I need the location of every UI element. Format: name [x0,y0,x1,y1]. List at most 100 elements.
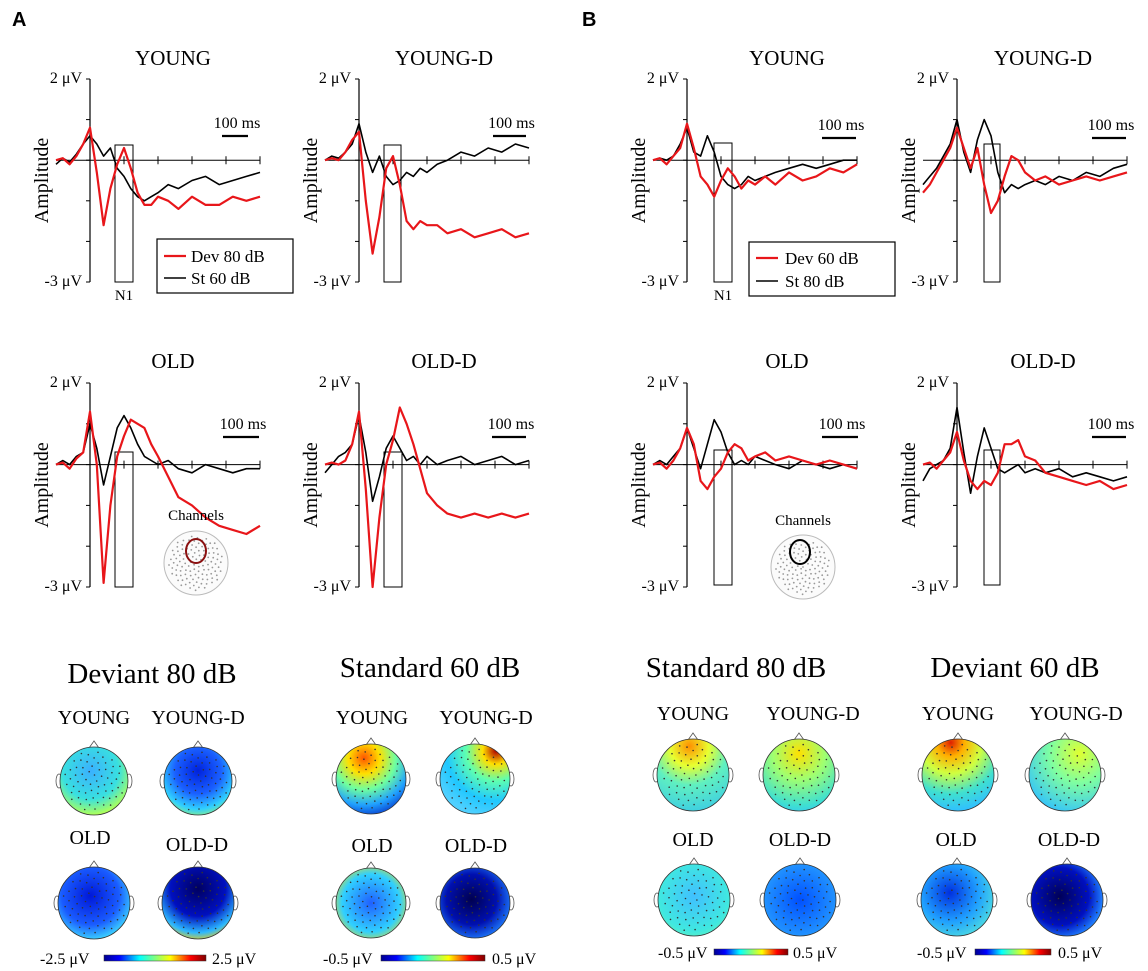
electrode-dot [370,878,372,880]
colorbar-min-label: -0.5 μV [917,945,967,962]
electrode-dot [685,878,688,881]
electrode-dot [371,807,373,809]
electrode-dot [829,900,831,903]
electrode-dot [216,879,218,882]
n1-window [713,449,733,586]
electrode-dot [792,573,794,575]
electrode-dot [1052,779,1055,781]
electrode-dot [74,887,77,890]
electrode-dot [368,762,370,765]
electrode-dot [474,878,476,880]
electrode-dot [802,743,804,746]
electrode-dot [357,749,359,752]
electrode-dot [189,921,191,924]
electrode-dot [790,793,792,796]
electrode-dot [354,912,357,915]
electrode-dot [802,899,804,901]
electrode-dot [800,556,803,558]
electrode-dot [716,897,719,899]
electrode-dot [347,797,350,799]
electrode-dot [499,785,501,787]
electrode-dot [948,772,951,775]
colorbar-max-label: 0.5 μV [492,951,537,968]
electrode-dot [458,912,461,915]
electrode-dot [458,795,460,797]
scalp-map [439,743,511,815]
electrode-dot [1084,901,1087,904]
electrode-dot [802,755,805,757]
electrode-dot [720,883,723,886]
electrode-dot [185,773,188,775]
deviant-waveform [652,122,858,198]
electrode-dot [949,793,951,796]
electrode-dot [773,771,775,774]
electrode-dot [697,912,699,914]
electrode-dot [804,546,807,549]
electrode-dot [201,545,204,548]
electrode-dot [374,924,376,926]
electrode-dot [791,566,794,569]
electrode-dot [455,772,457,774]
electrode-dot [780,557,782,560]
electrode-dot [804,580,807,583]
electrode-dot [782,899,784,902]
electrode-dot [478,908,481,910]
electrode-dot [811,909,814,912]
electrode-dot [478,790,480,793]
scalp-map [656,738,730,812]
electrode-dot [482,897,484,899]
electrode-dot [175,798,177,801]
electrode-dot [960,905,963,907]
electrode-dot [1069,899,1071,901]
electrode-dot [945,779,948,781]
electrode-dot [1062,758,1064,760]
electrode-dot [456,764,458,766]
electrode-dot [809,916,811,919]
electrode-dot [678,752,680,754]
electrode-dot [975,876,977,879]
electrode-dot [816,924,819,927]
electrode-dot [105,912,108,915]
electrode-dot [92,797,94,799]
electrode-dot [93,877,95,880]
electrode-dot [183,803,186,805]
erp-subplot-4: OLD-D 2 μV -3 μV Amplitude 100 ms [300,349,534,595]
electrode-dot [787,904,790,906]
electrode-dot [198,586,200,589]
electrode-dot [946,929,948,931]
legend-b: Dev 60 dB St 80 dB [748,241,896,297]
n1-label: N1 [115,288,133,304]
electrode-dot [85,798,88,801]
electrode-dot [791,918,793,921]
electrode-dot [199,780,202,782]
electrode-dot [790,753,793,756]
electrode-dot [696,899,698,901]
electrode-dot [810,784,813,787]
electrode-dot [723,900,725,903]
electrode-dot [110,782,113,785]
electrode-dot [696,755,699,757]
electrode-dot [710,924,713,927]
electrode-dot [446,781,448,784]
electrode-dot [980,772,983,774]
electrode-dot [977,758,980,761]
electrode-dot [816,776,819,779]
electrode-dot [191,874,193,876]
nose [469,737,481,746]
electrode-dot [1083,765,1085,768]
electrode-dot [932,762,934,764]
electrode-dot [967,799,970,802]
electrode-dot [818,909,821,911]
electrode-dot [942,877,944,879]
electrode-dot [1048,785,1050,787]
electrode-dot [786,558,788,561]
electrode-dot [87,753,90,756]
electrode-dot [1083,751,1085,754]
electrode-dot [469,892,471,895]
electrode-dot [961,780,964,782]
electrode-dot [75,766,78,769]
electrode-dot [193,563,196,566]
electrode-dot [807,586,810,589]
electrode-dot [478,784,481,786]
topomap-6 [435,737,515,815]
